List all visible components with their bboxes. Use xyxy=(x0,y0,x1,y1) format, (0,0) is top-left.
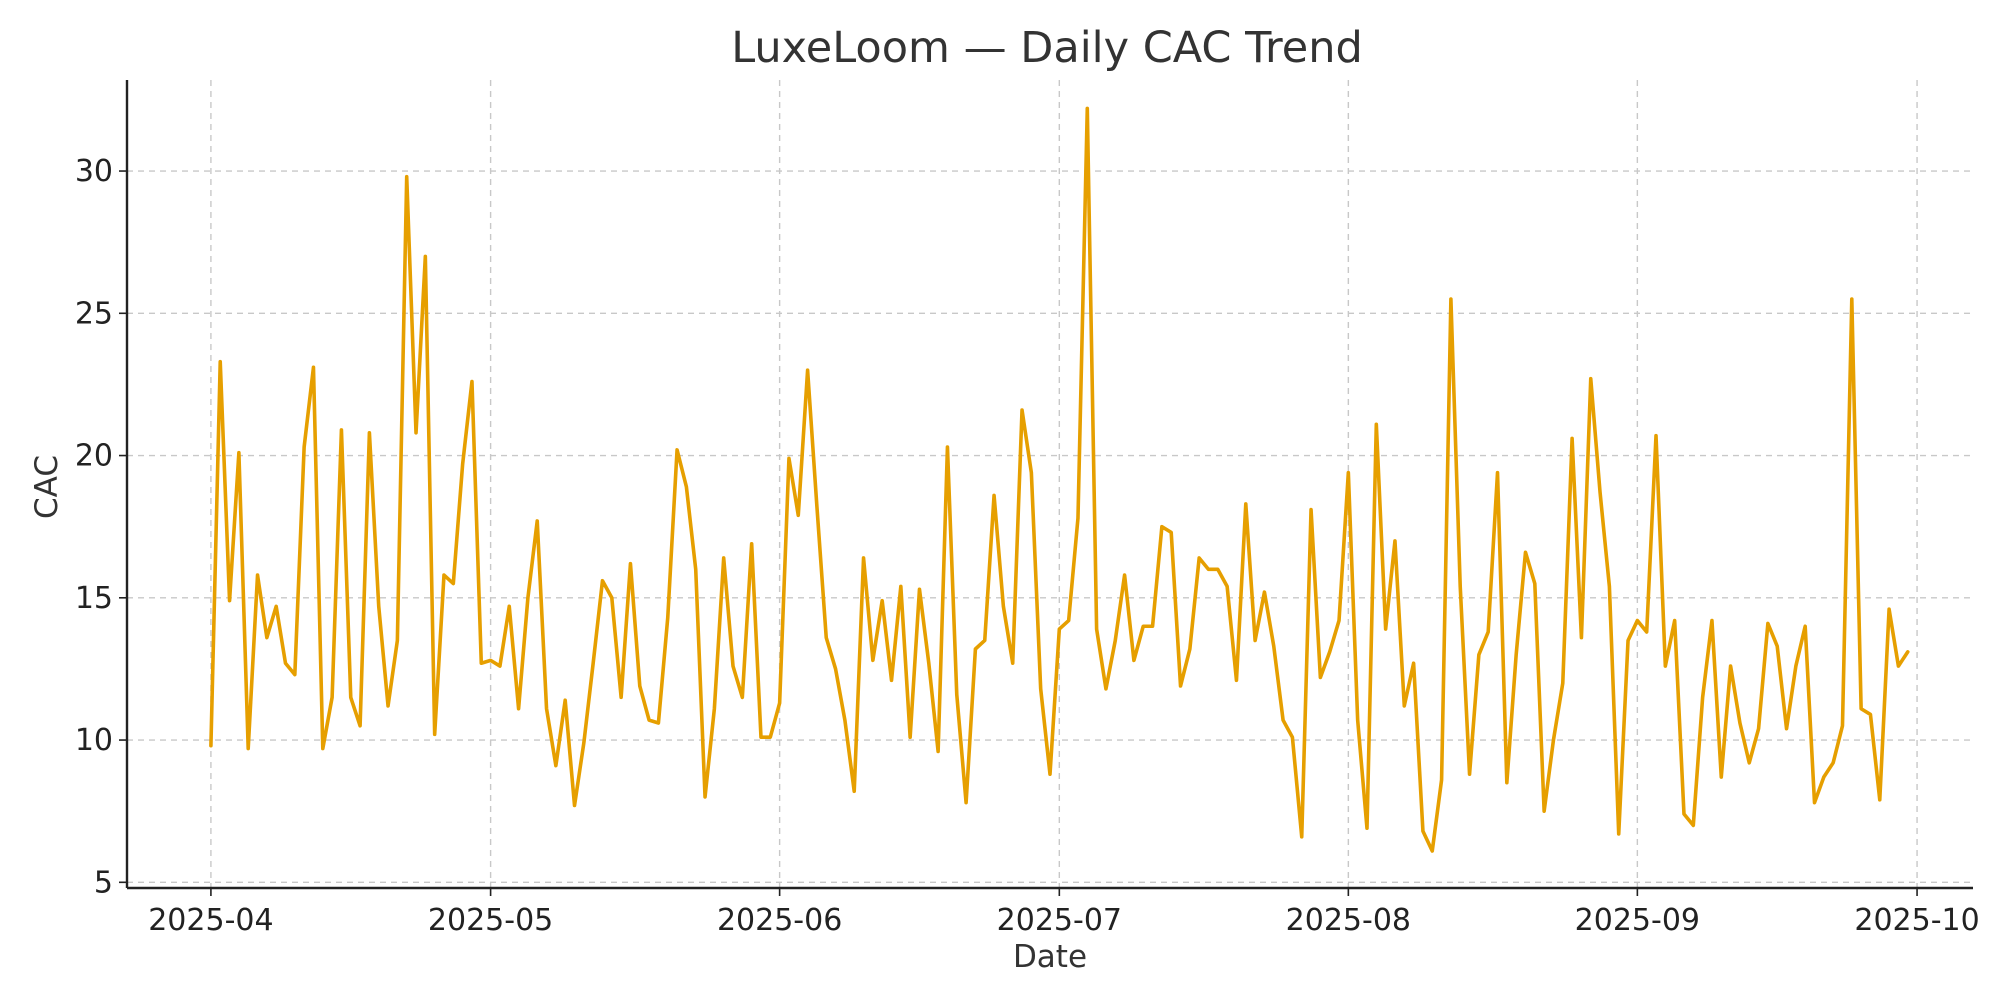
y-tick-label: 25 xyxy=(75,296,113,331)
x-tick-label: 2025-09 xyxy=(1575,903,1700,938)
y-axis-label: CAC xyxy=(29,455,65,519)
y-tick-label: 10 xyxy=(75,723,113,758)
x-tick-label: 2025-05 xyxy=(428,903,553,938)
cac-series-line xyxy=(209,106,1910,853)
x-tick-label: 2025-06 xyxy=(717,903,842,938)
x-tick-label: 2025-10 xyxy=(1854,903,1979,938)
y-tick-label: 15 xyxy=(75,581,113,616)
x-tick-label: 2025-07 xyxy=(997,903,1122,938)
y-tick-label: 20 xyxy=(75,439,113,474)
x-tick-label: 2025-08 xyxy=(1286,903,1411,938)
chart-title: LuxeLoom — Daily CAC Trend xyxy=(731,23,1363,73)
x-axis-label: Date xyxy=(1013,939,1087,975)
y-tick-label: 30 xyxy=(75,154,113,189)
grid xyxy=(127,80,1973,888)
y-tick-label: 5 xyxy=(94,865,113,900)
axis-ticks: 2025-04 2025-05 2025-06 2025-07 2025-08 2025-… xyxy=(75,154,1980,938)
x-tick-label: 2025-04 xyxy=(148,903,273,938)
series-layer xyxy=(209,106,1910,853)
